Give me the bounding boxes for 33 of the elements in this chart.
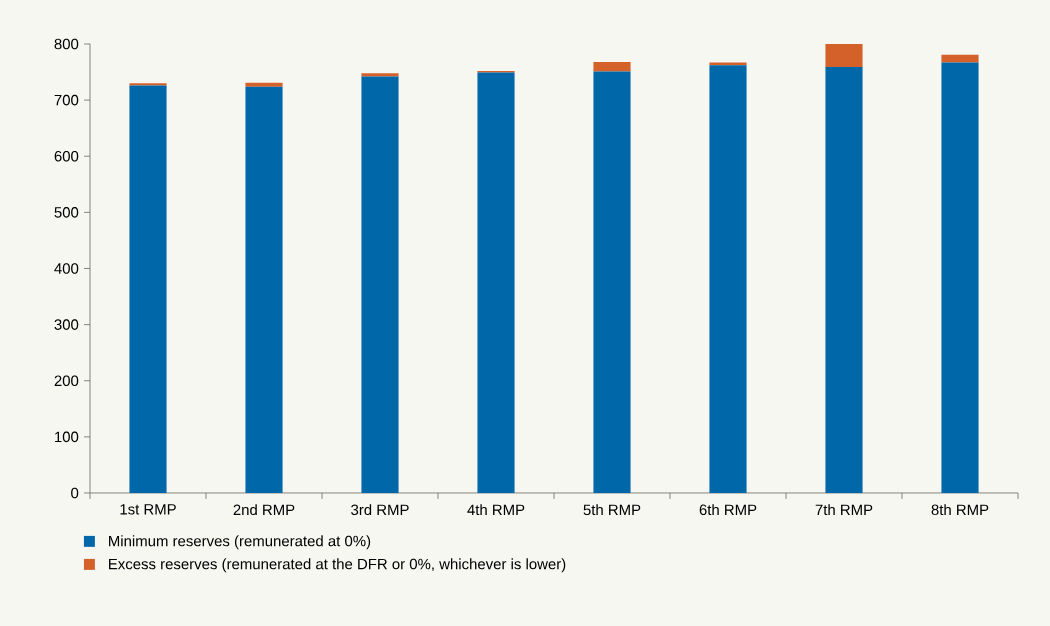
y-tick-label: 200 xyxy=(54,375,79,387)
x-tick-label: 6th RMP xyxy=(699,504,757,516)
bar xyxy=(361,76,399,493)
y-tick-label: 0 xyxy=(71,487,79,499)
y-tick-label: 600 xyxy=(54,150,79,162)
y-tick-label: 700 xyxy=(54,94,79,106)
y-tick-label: 100 xyxy=(55,431,79,443)
bar xyxy=(941,62,979,493)
y-tick-label: 300 xyxy=(54,319,79,330)
bar xyxy=(245,86,283,493)
y-tick-label: 400 xyxy=(54,263,79,274)
bar xyxy=(825,43,863,67)
x-tick-label: 4th RMP xyxy=(467,504,525,516)
legend-label: Excess reserves (remunerated at the DFR or 0%, whichever is lower) xyxy=(109,558,566,573)
bar xyxy=(593,61,631,72)
legend-label: Minimum reserves (remunerated at 0%) xyxy=(109,535,371,550)
x-tick-label: 1st RMP xyxy=(120,504,176,515)
y-tick-label: 500 xyxy=(54,207,79,218)
x-tick-label: 5th RMP xyxy=(583,504,641,516)
x-tick-label: 7th RMP xyxy=(815,504,873,516)
bar xyxy=(593,71,631,493)
bar xyxy=(129,83,167,86)
bar xyxy=(129,85,167,493)
bar xyxy=(477,72,515,493)
bar xyxy=(825,67,863,493)
y-tick-label: 800 xyxy=(54,38,79,50)
bar xyxy=(361,73,399,77)
x-tick-label: 3rd RMP xyxy=(351,504,409,516)
bar xyxy=(245,82,283,87)
bar xyxy=(709,65,747,493)
bar xyxy=(941,54,979,63)
x-tick-label: 8th RMP xyxy=(931,504,989,516)
x-tick-label: 2nd RMP xyxy=(233,504,295,516)
